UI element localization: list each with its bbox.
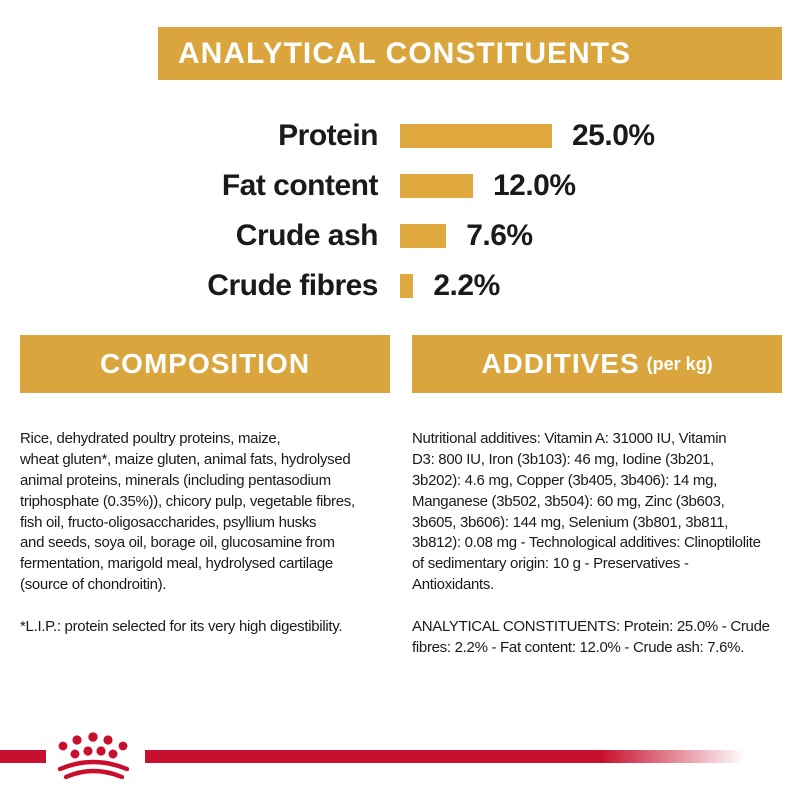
additives-header: ADDITIVES (per kg): [412, 335, 782, 393]
chart-category-label: Protein: [278, 119, 378, 152]
chart-row: Crude ash 7.6%: [0, 212, 800, 260]
additives-analytical-summary: ANALYTICAL CONSTITUENTS: Protein: 25.0% …: [412, 618, 770, 656]
additives-title: ADDITIVES: [481, 348, 640, 379]
chart-category-label: Crude fibres: [207, 269, 378, 302]
page-title: ANALYTICAL CONSTITUENTS: [178, 36, 632, 70]
additives-title-suffix: (per kg): [646, 353, 713, 374]
composition-title: COMPOSITION: [99, 348, 311, 379]
chart-category-label: Crude ash: [235, 219, 379, 252]
chart-category-label: Fat content: [221, 169, 379, 202]
composition-footnote: *L.I.P.: protein selected for its very h…: [20, 618, 343, 636]
chart-bar: [400, 274, 414, 298]
chart-row: Crude fibres 2.2%: [0, 262, 800, 310]
chart-value-label: 7.6%: [466, 219, 533, 252]
royal-canin-crown-logo-icon: [57, 732, 130, 780]
analytical-constituents-banner: ANALYTICAL CONSTITUENTS: [158, 27, 782, 80]
chart-value-label: 12.0%: [492, 169, 576, 202]
chart-bar: [400, 124, 552, 148]
additives-body: Nutritional additives: Vitamin A: 31000 …: [412, 429, 761, 594]
chart-bar: [400, 224, 447, 248]
chart-row: Protein 25.0%: [0, 112, 800, 160]
chart-value-label: 2.2%: [433, 269, 500, 302]
additives-text-column: Nutritional additives: Vitamin A: 31000 …: [412, 408, 794, 680]
chart-row: Fat content 12.0%: [0, 162, 800, 210]
footer-band-left: [0, 750, 46, 763]
composition-body: Rice, dehydrated poultry proteins, maize…: [20, 429, 355, 594]
composition-header: COMPOSITION: [20, 335, 390, 393]
chart-bar: [400, 174, 473, 198]
analytical-constituents-chart: Protein 25.0% Fat content 12.0% Crude ash 7.6…: [0, 112, 800, 312]
chart-value-label: 25.0%: [572, 119, 655, 152]
composition-text-column: Rice, dehydrated poultry proteins, maize…: [20, 408, 396, 659]
footer-band-right: [145, 750, 745, 763]
